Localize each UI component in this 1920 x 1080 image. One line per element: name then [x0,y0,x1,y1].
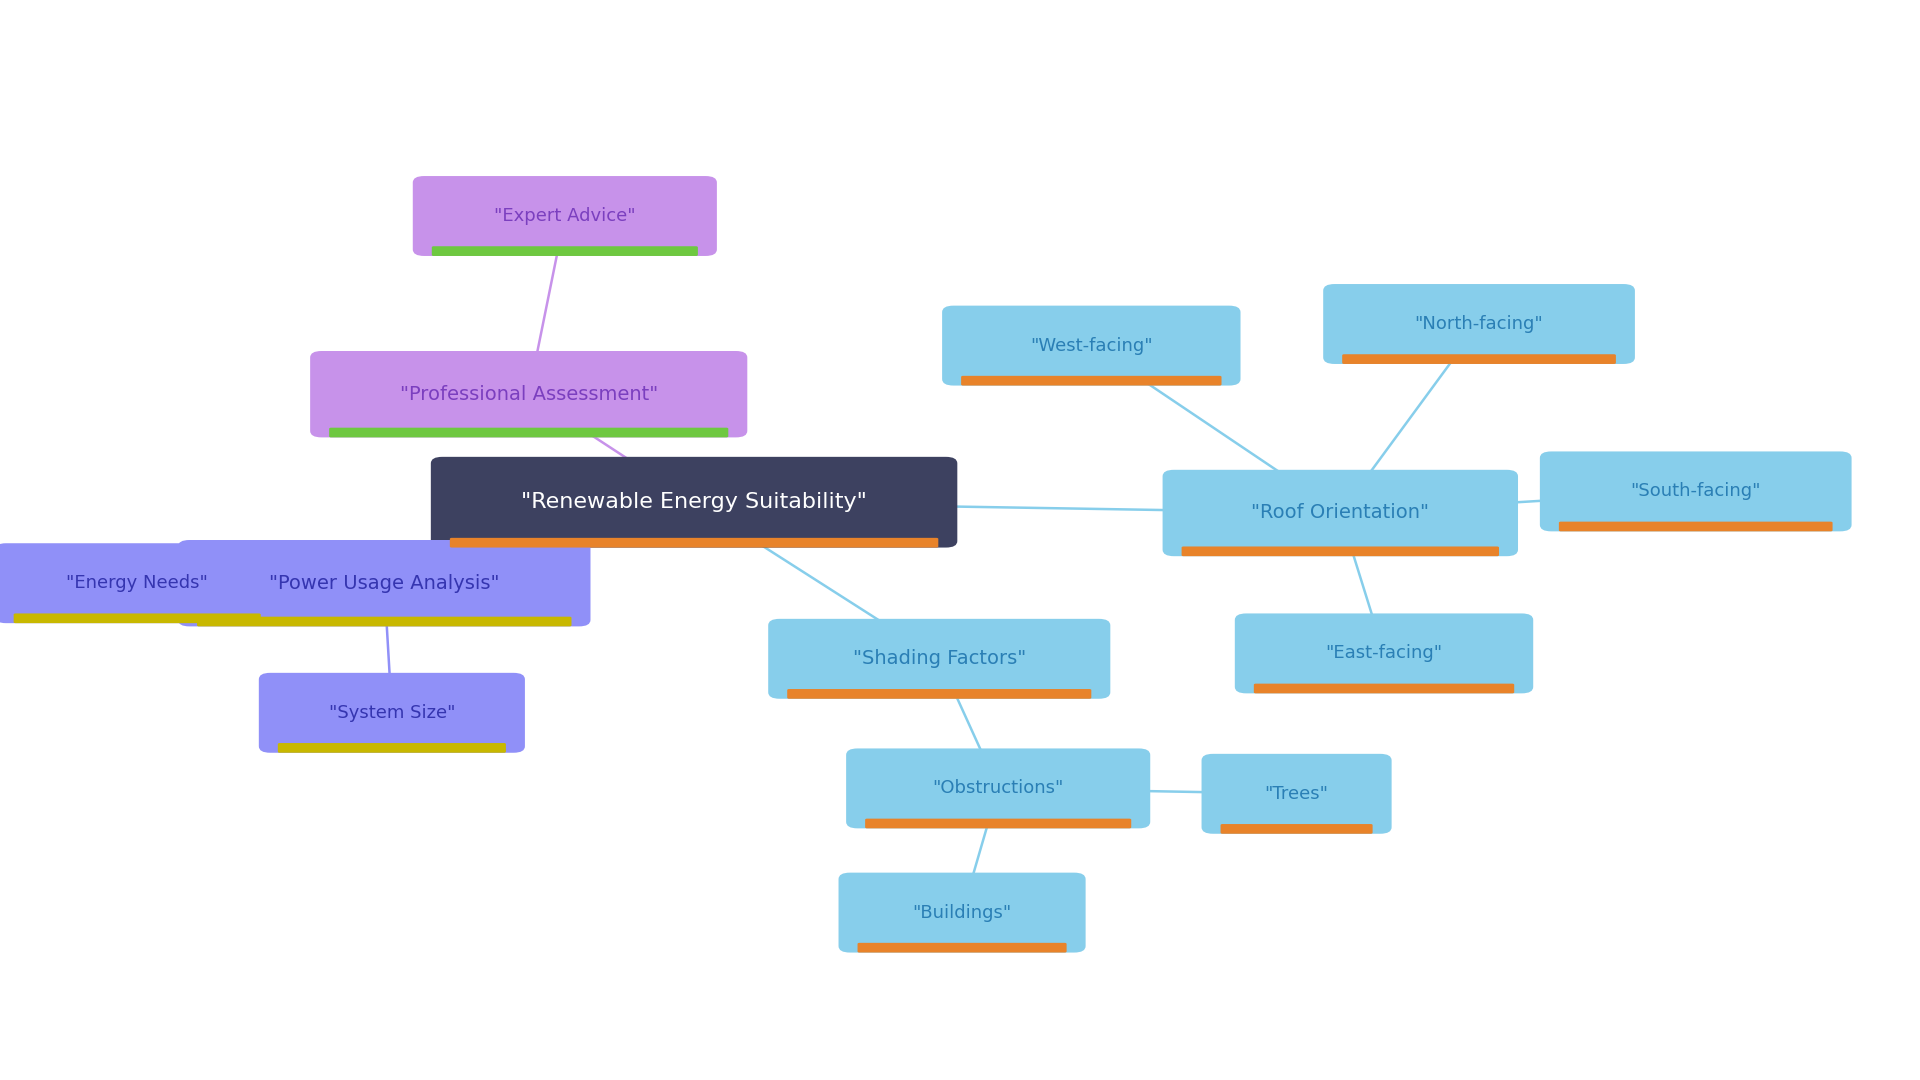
Text: "Power Usage Analysis": "Power Usage Analysis" [269,573,499,593]
Text: "North-facing": "North-facing" [1415,315,1544,333]
FancyBboxPatch shape [198,617,572,626]
FancyBboxPatch shape [430,457,958,548]
Text: "Roof Orientation": "Roof Orientation" [1252,503,1428,523]
FancyBboxPatch shape [432,246,697,256]
FancyBboxPatch shape [311,351,747,437]
FancyBboxPatch shape [768,619,1110,699]
FancyBboxPatch shape [866,819,1131,828]
Text: "Professional Assessment": "Professional Assessment" [399,384,659,404]
FancyBboxPatch shape [278,743,505,753]
FancyBboxPatch shape [1202,754,1392,834]
FancyBboxPatch shape [1323,284,1636,364]
FancyBboxPatch shape [962,376,1221,386]
FancyBboxPatch shape [413,176,716,256]
FancyBboxPatch shape [1254,684,1515,693]
FancyBboxPatch shape [1342,354,1617,364]
FancyBboxPatch shape [328,428,728,437]
FancyBboxPatch shape [179,540,591,626]
Text: "Renewable Energy Suitability": "Renewable Energy Suitability" [520,492,868,512]
Text: "West-facing": "West-facing" [1029,337,1152,354]
FancyBboxPatch shape [943,306,1240,386]
FancyBboxPatch shape [259,673,524,753]
FancyBboxPatch shape [858,943,1068,953]
FancyBboxPatch shape [1235,613,1534,693]
Text: "Buildings": "Buildings" [912,904,1012,921]
FancyBboxPatch shape [839,873,1085,953]
FancyBboxPatch shape [13,613,261,623]
Text: "Shading Factors": "Shading Factors" [852,649,1025,669]
Text: "Trees": "Trees" [1265,785,1329,802]
FancyBboxPatch shape [847,748,1150,828]
FancyBboxPatch shape [1221,824,1373,834]
FancyBboxPatch shape [449,538,939,548]
FancyBboxPatch shape [1540,451,1851,531]
Text: "Energy Needs": "Energy Needs" [67,575,207,592]
Text: "South-facing": "South-facing" [1630,483,1761,500]
Text: "East-facing": "East-facing" [1325,645,1442,662]
FancyBboxPatch shape [0,543,280,623]
Text: "Expert Advice": "Expert Advice" [493,207,636,225]
FancyBboxPatch shape [1181,546,1500,556]
Text: "Obstructions": "Obstructions" [933,780,1064,797]
FancyBboxPatch shape [1164,470,1519,556]
Text: "System Size": "System Size" [328,704,455,721]
FancyBboxPatch shape [787,689,1091,699]
FancyBboxPatch shape [1559,522,1832,531]
